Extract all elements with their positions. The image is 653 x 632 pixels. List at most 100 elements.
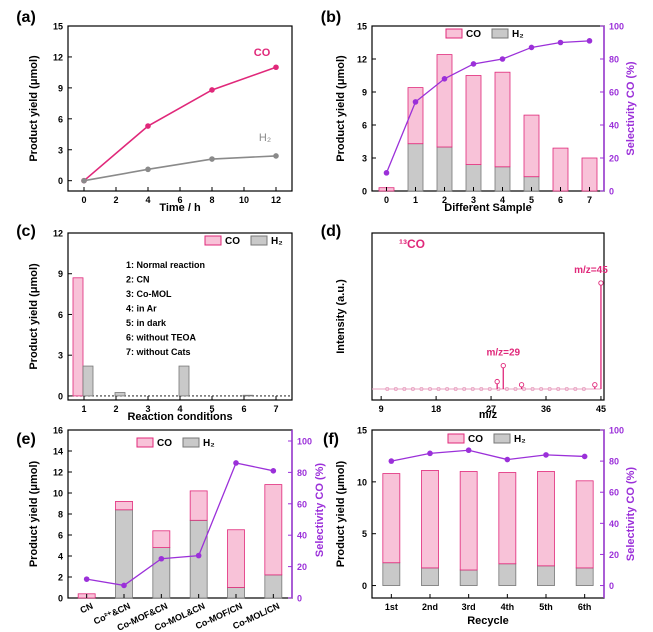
panel-f-yr-tick-label: 40 bbox=[609, 519, 619, 529]
panel-f-h2-bar bbox=[459, 569, 478, 586]
panel-d-peak-marker bbox=[598, 280, 604, 286]
panel-f-selectivity-line bbox=[391, 449, 585, 462]
panel-b-legend-co-label: CO bbox=[466, 29, 481, 40]
panel-f-y-tick-label: 0 bbox=[362, 581, 367, 591]
panel-b-y-tick-label: 9 bbox=[362, 88, 367, 98]
panel-b-x-tick-label: 0 bbox=[384, 195, 389, 205]
panel-d-x-tick-label: 45 bbox=[596, 404, 606, 414]
panel-f-yr-tick-label: 100 bbox=[609, 426, 624, 436]
panel-f-y-tick-label: 10 bbox=[357, 477, 367, 487]
panel-f-x-tick-label: 1st bbox=[385, 602, 398, 612]
panel-c-label: (c) bbox=[16, 223, 36, 240]
panel-d-x-tick-label: 9 bbox=[379, 404, 384, 414]
panel-a-CO-point bbox=[273, 64, 279, 71]
panel-e-yr-tick-label: 40 bbox=[297, 531, 307, 541]
panel-f-co-bar bbox=[498, 472, 517, 565]
panel-e-y-tick-label: 4 bbox=[58, 552, 63, 562]
panel-f-h2-bar bbox=[498, 563, 517, 586]
panel-c-h2-bar bbox=[178, 365, 190, 397]
panel-c-annotation: 4: in Ar bbox=[126, 304, 157, 314]
panel-c-annotation: 2: CN bbox=[126, 275, 150, 285]
panel-b-yr-tick-label: 80 bbox=[609, 55, 619, 65]
panel-c-annotation: 7: without Cats bbox=[126, 347, 191, 357]
panel-c-y-tick-label: 6 bbox=[58, 310, 63, 320]
panel-f-selectivity-point bbox=[388, 458, 395, 464]
panel-b-yr-tick-label: 100 bbox=[609, 22, 624, 32]
panel-b-y-tick-label: 12 bbox=[357, 55, 367, 65]
panel-d-baseline-marker bbox=[462, 386, 467, 391]
panel-e-y-tick-label: 8 bbox=[58, 510, 63, 520]
panel-e-co-bar bbox=[152, 530, 171, 548]
panel-a-x-tick-label: 6 bbox=[177, 195, 182, 205]
panel-e-selectivity-point bbox=[233, 460, 239, 466]
panel-a-y-tick-label: 9 bbox=[58, 83, 63, 93]
panel-b-selectivity-point bbox=[441, 76, 448, 82]
panel-c-x-tick-label: 2 bbox=[113, 404, 118, 414]
panel-a-x-tick-label: 2 bbox=[113, 195, 118, 205]
panel-e-selectivity-point bbox=[270, 468, 277, 474]
panel-f-yr-tick-label: 0 bbox=[609, 581, 614, 591]
panel-e-ylabel-right: Selectivity CO (%) bbox=[314, 463, 326, 557]
panel-b-selectivity-line bbox=[385, 40, 590, 174]
panel-e-legend-co-label: CO bbox=[157, 438, 172, 449]
panel-d-peak-marker bbox=[518, 382, 525, 388]
panel-f-y-tick-label: 5 bbox=[362, 529, 367, 539]
panel-f-ylabel: Product yield (μmol) bbox=[335, 460, 347, 567]
panel-b-y-tick-label: 15 bbox=[357, 22, 367, 32]
panel-d-peak-marker bbox=[500, 363, 506, 369]
panel-f-legend-co-label: CO bbox=[468, 434, 483, 445]
panel-d-label: (d) bbox=[321, 223, 341, 240]
panel-c-h2-bar bbox=[242, 394, 254, 397]
panel-c-annotation: 1: Normal reaction bbox=[126, 260, 205, 270]
panel-b-selectivity-point bbox=[499, 56, 506, 62]
panel-d-baseline-marker bbox=[393, 386, 398, 391]
panel-f-yr-tick-label: 80 bbox=[609, 457, 619, 467]
panel-c-legend-h2-swatch bbox=[250, 235, 268, 246]
panel-c-legend-co-swatch bbox=[204, 235, 222, 246]
panel-b-selectivity-point bbox=[412, 99, 419, 105]
panel-d-title: ¹³CO bbox=[399, 237, 425, 251]
panel-b-selectivity-point bbox=[586, 38, 593, 44]
panel-b-co-bar bbox=[581, 157, 598, 192]
panel-d-frame bbox=[371, 232, 605, 401]
panel-f-x-tick-label: 3rd bbox=[462, 602, 476, 612]
panel-c-y-tick-label: 9 bbox=[58, 269, 63, 279]
panel-f-h2-bar bbox=[537, 565, 555, 586]
panel-b-yr-tick-label: 20 bbox=[609, 154, 619, 164]
panel-b-label: (b) bbox=[321, 9, 341, 26]
panel-b-h2-bar bbox=[436, 146, 453, 192]
panel-a-x-tick-label: 4 bbox=[145, 195, 150, 205]
panel-b-xlabel: Different Sample bbox=[444, 202, 531, 214]
panel-e-selectivity-point bbox=[83, 576, 90, 582]
panel-e-y-tick-label: 6 bbox=[58, 531, 63, 541]
panel-e-co-bar bbox=[227, 529, 245, 588]
panel-d-peak-marker bbox=[494, 378, 500, 385]
panel-a-CO-point bbox=[209, 87, 215, 93]
panel-a-label: (a) bbox=[16, 9, 36, 26]
panel-b-co-bar bbox=[552, 147, 569, 192]
panel-e-yr-tick-label: 100 bbox=[297, 436, 312, 446]
panel-a-xlabel: Time / h bbox=[159, 202, 201, 214]
panel-f-x-tick-label: 4th bbox=[501, 602, 515, 612]
panel-d-baseline-marker bbox=[539, 386, 544, 391]
panel-a-H2-point bbox=[81, 177, 87, 184]
panel-a-CO-line bbox=[83, 66, 277, 182]
panel-f-xlabel: Recycle bbox=[467, 615, 509, 627]
panel-a-H2-point bbox=[209, 156, 215, 162]
panel-b-x-tick-label: 4 bbox=[500, 195, 505, 205]
panel-e-y-tick-label: 2 bbox=[58, 573, 63, 583]
panel-c-annotation: 6: without TEOA bbox=[126, 333, 196, 343]
panel-a-y-tick-label: 0 bbox=[58, 176, 63, 186]
panel-e-h2-bar bbox=[189, 519, 208, 599]
panel-e-selectivity-point bbox=[195, 552, 202, 559]
panel-d-baseline-marker bbox=[479, 386, 484, 391]
panel-b-co-bar bbox=[436, 54, 453, 148]
panel-f-co-bar bbox=[382, 473, 401, 564]
panel-a-h2-tag: H₂ bbox=[259, 132, 271, 144]
panel-d-baseline-marker bbox=[556, 386, 561, 391]
panel-d-baseline-marker bbox=[385, 386, 390, 391]
panel-f-co-bar bbox=[537, 471, 555, 567]
panel-a-H2-line bbox=[83, 155, 277, 182]
panel-d-baseline-marker bbox=[573, 386, 578, 391]
